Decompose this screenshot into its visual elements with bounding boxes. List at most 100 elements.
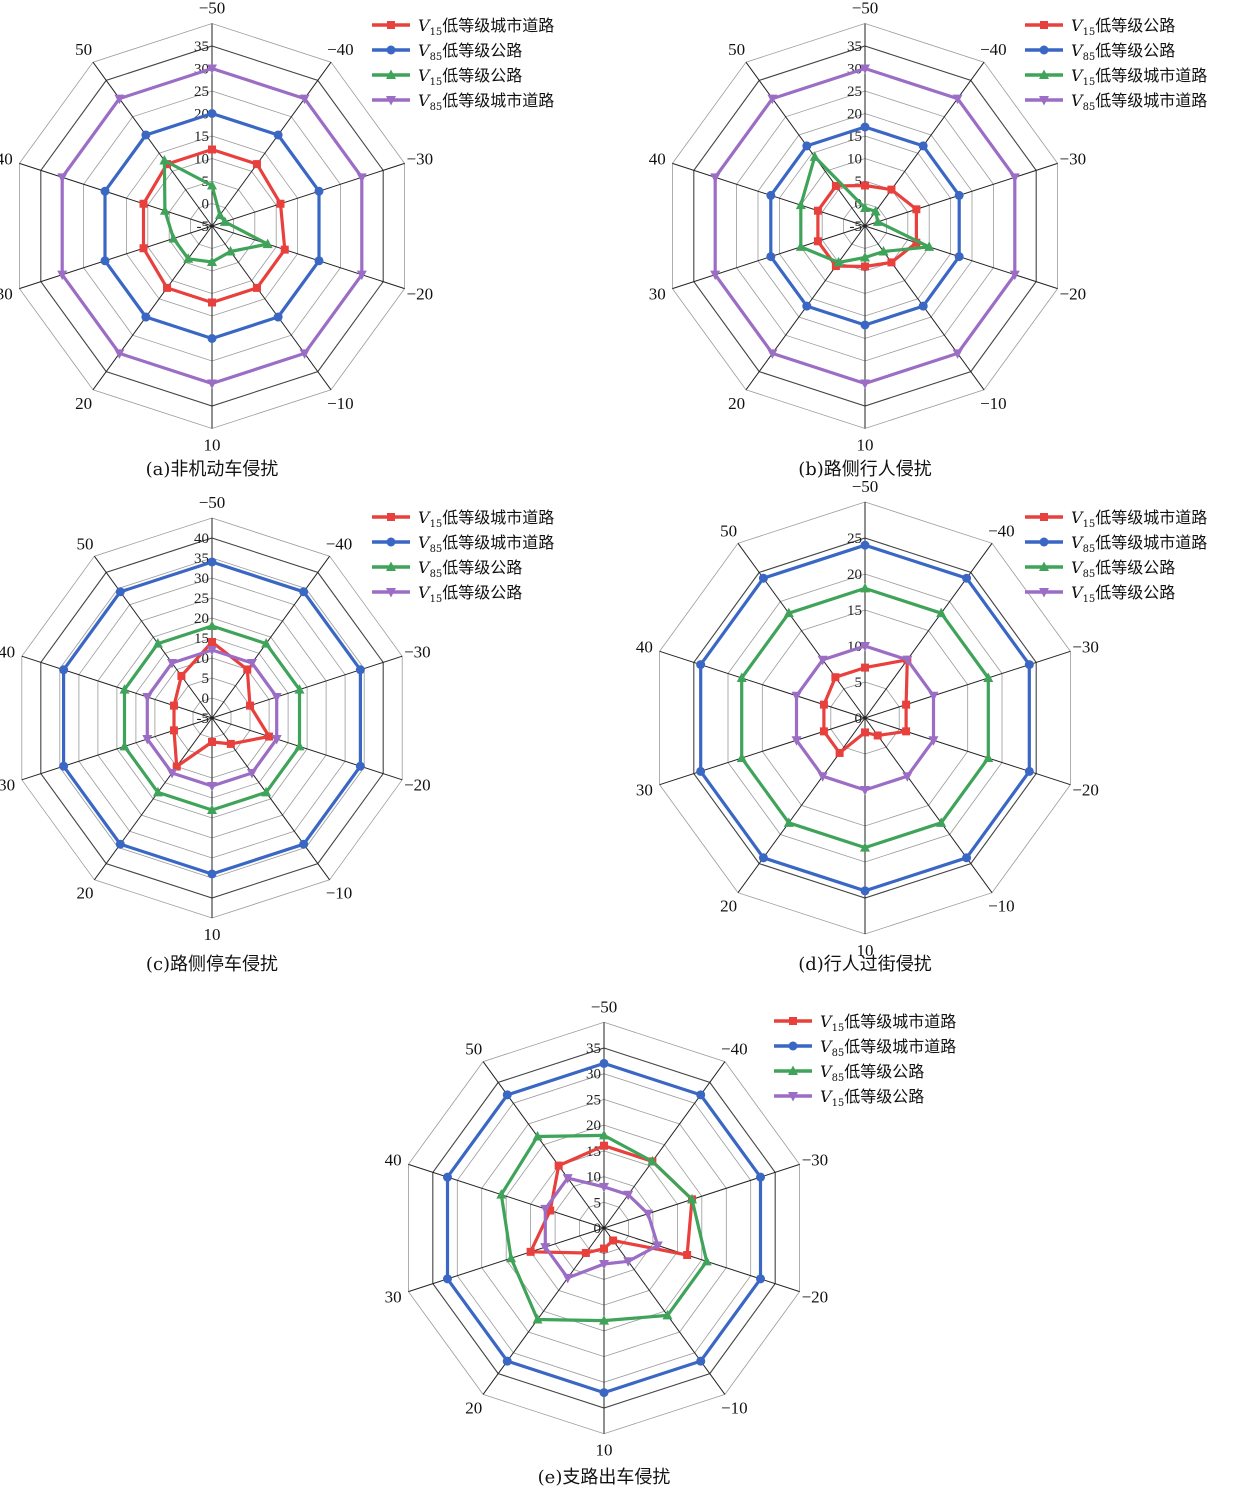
category-label: 40 <box>385 1151 402 1170</box>
series-2 <box>159 154 273 266</box>
series-2-point-legend <box>386 561 396 571</box>
series-2-point-5 <box>207 256 217 266</box>
series-2-point-6 <box>783 817 794 827</box>
series-1-point-1 <box>962 573 972 583</box>
radial-tick-label: 5 <box>855 174 863 190</box>
series-3-point-2 <box>356 173 367 183</box>
series-0-point-3 <box>265 732 274 741</box>
radial-tick-label: 20 <box>847 567 862 583</box>
series-0-point-legend <box>1040 513 1048 521</box>
axis-spoke <box>482 1061 605 1229</box>
series-1-point-3 <box>314 256 324 266</box>
series-0-point-9 <box>831 673 840 682</box>
radial-tick-label: 35 <box>194 39 209 55</box>
series-2-point-0 <box>860 582 870 593</box>
series-3-point-4 <box>623 1257 634 1267</box>
axis-spoke <box>21 717 213 781</box>
axis-spoke <box>737 543 866 719</box>
category-label: −20 <box>802 1288 829 1307</box>
axis-spoke <box>93 555 213 719</box>
series-0-point-4 <box>609 1236 618 1245</box>
series-3-point-6 <box>167 769 178 779</box>
category-label: −10 <box>326 884 353 903</box>
radial-tick-label: 0 <box>855 197 863 213</box>
series-1-point-legend <box>788 1041 798 1051</box>
series-0-point-3 <box>912 238 921 247</box>
category-label: −50 <box>852 0 879 18</box>
series-2-point-9 <box>159 154 170 165</box>
series-0-point-9 <box>177 671 186 680</box>
series-3-point-5 <box>860 786 870 796</box>
series-3-point-9 <box>817 655 828 666</box>
radial-tick-label: 15 <box>847 603 862 619</box>
series-0-point-7 <box>819 727 828 736</box>
radial-tick-label: 5 <box>202 671 210 687</box>
series-1-point-8 <box>100 186 110 196</box>
series-1-point-7 <box>766 252 776 262</box>
series-1-point-5 <box>860 886 870 896</box>
legend-entry: V85低等级公路 <box>418 558 522 580</box>
radial-tick-label: 15 <box>194 129 209 145</box>
series-3-point-4 <box>952 349 963 359</box>
series-2 <box>496 1129 712 1325</box>
legend: V15低等级城市道路 V85低等级公路 V15低等级公路 V85低等级城市道路 <box>372 16 554 113</box>
legend-entry: V85低等级公路 <box>1071 558 1175 580</box>
legend-entry: V15低等级城市道路 <box>418 508 554 530</box>
axis-spoke <box>211 717 403 781</box>
series-2-point-7 <box>506 1252 517 1263</box>
series-0-point-6 <box>172 762 181 771</box>
radial-tick-label: -5 <box>197 219 210 235</box>
category-label: −20 <box>404 776 431 795</box>
series-2-point-7 <box>168 233 179 243</box>
series-0-point-0 <box>208 638 216 646</box>
category-label: −30 <box>1072 637 1099 656</box>
series-2-point-0 <box>207 180 217 190</box>
series-3-point-8 <box>57 173 68 183</box>
series-1-point-9 <box>115 587 125 597</box>
series-1-point-8 <box>59 665 69 675</box>
category-label: 30 <box>636 781 653 800</box>
series-1-point-1 <box>918 141 928 151</box>
series-1-point-7 <box>100 256 110 266</box>
series-1-point-legend <box>386 45 396 55</box>
chart-caption: (d)行人过街侵扰 <box>798 954 932 975</box>
category-label: 20 <box>75 394 92 413</box>
series-3-point-0 <box>207 64 217 74</box>
series-1-point-1 <box>273 130 283 140</box>
chart-caption: (c)路侧停车侵扰 <box>146 954 278 975</box>
series-1 <box>766 122 964 330</box>
series-0-point-5 <box>208 298 216 307</box>
series-1-point-2 <box>954 190 964 200</box>
chart-caption: (b)路侧行人侵扰 <box>798 459 932 480</box>
series-2-point-2 <box>872 216 883 226</box>
radial-tick-label: 0 <box>202 197 210 213</box>
series-2-point-1 <box>261 638 272 648</box>
category-label: 10 <box>204 925 221 944</box>
legend-entry: V85低等级城市道路 <box>820 1037 956 1059</box>
series-1-point-5 <box>207 334 217 343</box>
radial-tick-label: 25 <box>847 531 862 547</box>
legend-entry: V85低等级城市道路 <box>418 533 554 555</box>
radial-tick-label: 0 <box>855 711 863 727</box>
radar-chart-b: -505101520253035−50−40−30−20−10102030405… <box>649 0 1208 480</box>
series-2-point-6 <box>833 256 844 267</box>
radial-tick-label: 20 <box>586 1118 601 1134</box>
series-1-point-1 <box>696 1090 706 1100</box>
radial-tick-label: 25 <box>194 591 209 607</box>
series-1-point-5 <box>860 320 870 330</box>
series-3-point-0 <box>599 1182 609 1193</box>
category-label: −40 <box>721 1040 748 1059</box>
series-1-point-2 <box>756 1172 766 1182</box>
axis-spoke <box>19 225 213 290</box>
series-2-point-8 <box>795 199 806 210</box>
series-3-point-8 <box>791 691 802 702</box>
series-3-point-3 <box>928 736 939 746</box>
axis-spoke <box>19 162 213 227</box>
series-3-point-5 <box>207 782 217 792</box>
axis-spoke <box>603 1227 726 1395</box>
category-label: −40 <box>988 521 1015 540</box>
series-0-point-3 <box>683 1251 692 1260</box>
series-2-point-5 <box>207 804 217 814</box>
series-1 <box>100 109 324 343</box>
series-3-point-7 <box>57 270 68 281</box>
